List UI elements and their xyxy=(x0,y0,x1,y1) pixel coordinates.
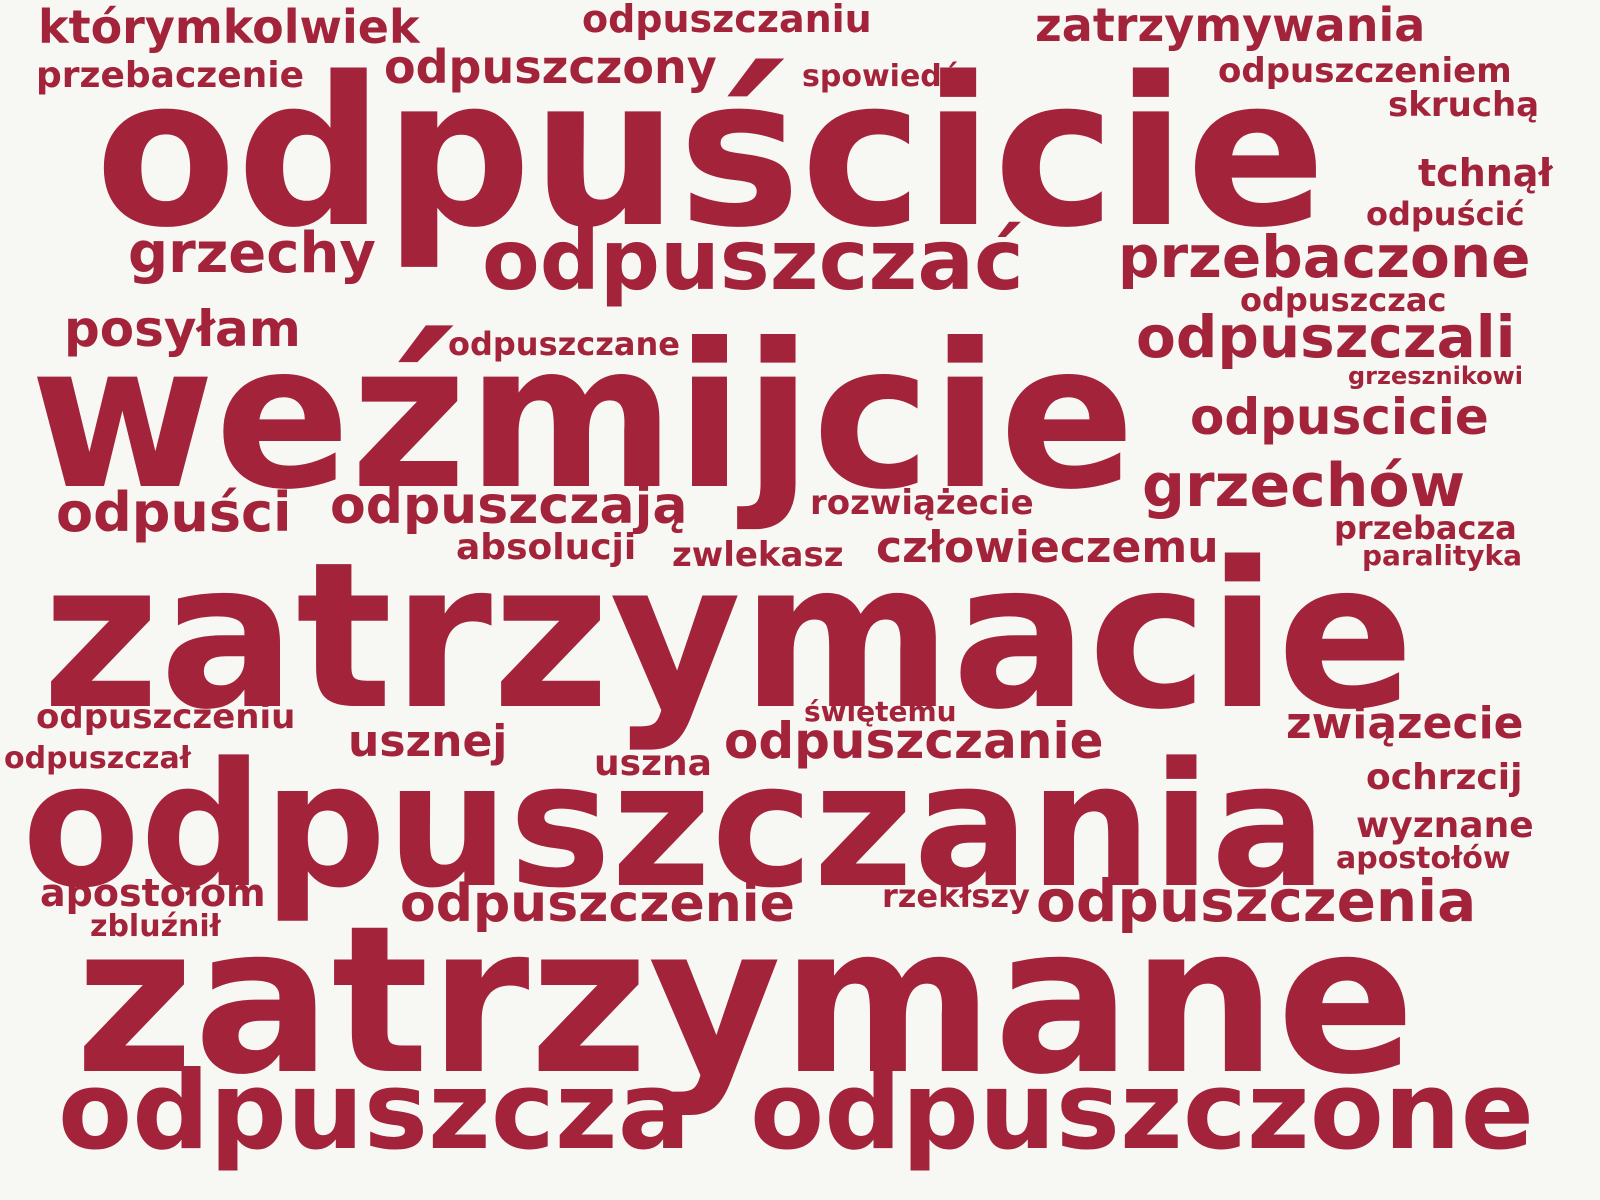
word-spowiedz: spowiedź xyxy=(802,59,960,94)
word-zatrzymywania: zatrzymywania xyxy=(1035,0,1426,52)
word-odpuscic: odpuścić xyxy=(1366,195,1525,233)
word-odpuszczaja: odpuszczają xyxy=(330,476,688,536)
word-posylam: posyłam xyxy=(64,300,301,358)
word-czlowieczemu: człowieczemu xyxy=(876,522,1219,573)
word-uszna: uszna xyxy=(594,743,712,784)
word-odpuszczenie: odpuszczenie xyxy=(400,874,795,934)
word-odpuscicie-plain: odpuscicie xyxy=(1190,388,1489,446)
word-tchnal: tchnął xyxy=(1418,151,1553,195)
word-odpuszczal: odpuszczał xyxy=(4,741,191,776)
word-przebaczone: przebaczone xyxy=(1118,223,1531,291)
word-grzesznikowi: grzesznikowi xyxy=(1348,362,1524,390)
word-odpuszczali: odpuszczali xyxy=(1136,303,1516,371)
word-odpuszczane: odpuszczane xyxy=(448,325,680,363)
word-odpuszczeniu: odpuszczeniu xyxy=(36,697,296,737)
word-swietemu: świętemu xyxy=(804,695,957,728)
word-odpusci: odpuści xyxy=(56,481,292,544)
word-paralityka: paralityka xyxy=(1362,539,1522,572)
word-odpuszczenia: odpuszczenia xyxy=(1036,867,1477,935)
word-skrucha: skruchą xyxy=(1388,85,1540,125)
word-odpuszczony: odpuszczony xyxy=(384,40,717,94)
word-odpuszczac-plain: odpuszczac xyxy=(1240,281,1447,319)
word-przebaczenie: przebaczenie xyxy=(36,55,305,96)
word-odpuszczac-accent: odpuszczać xyxy=(482,211,1024,309)
word-wyznane: wyznane xyxy=(1356,805,1534,846)
word-odpuszcza: odpuszcza xyxy=(58,1049,691,1174)
word-odpuszczone: odpuszczone xyxy=(750,1049,1535,1174)
word-grzechy: grzechy xyxy=(128,221,376,286)
word-apostolow: apostołów xyxy=(1336,841,1511,876)
word-rzeklszy: rzekłszy xyxy=(882,877,1030,915)
word-zwlekasz: zwlekasz xyxy=(672,535,844,575)
word-odpuszczaniu: odpuszczaniu xyxy=(582,0,872,41)
word-zbluznil: zbluźnił xyxy=(90,909,221,944)
word-przebacza: przebacza xyxy=(1334,509,1517,547)
word-absolucji: absolucji xyxy=(456,527,637,568)
word-zatrzymane: zatrzymane xyxy=(75,883,1416,1120)
word-apostolom: apostołom xyxy=(40,871,266,915)
word-zatrzymacie: zatrzymacie xyxy=(42,518,1415,754)
word-zwiazecie: związecie xyxy=(1286,698,1524,749)
word-odpuszczania: odpuszczania xyxy=(22,725,1327,926)
word-odpuszczeniem: odpuszczeniem xyxy=(1218,51,1512,91)
word-usznej: usznej xyxy=(348,716,508,767)
word-odpuscicie: odpuścicie xyxy=(95,33,1326,273)
word-wezmijcie: weźmijcie xyxy=(30,301,1136,534)
word-grzechow: grzechów xyxy=(1142,451,1466,521)
word-ochrzcij: ochrzcij xyxy=(1366,757,1523,798)
word-odpuszczanie: odpuszczanie xyxy=(724,712,1104,770)
word-rozwiazecie: rozwiążecie xyxy=(810,483,1034,523)
word-ktorymkolwiek: którymkolwiek xyxy=(38,0,420,54)
